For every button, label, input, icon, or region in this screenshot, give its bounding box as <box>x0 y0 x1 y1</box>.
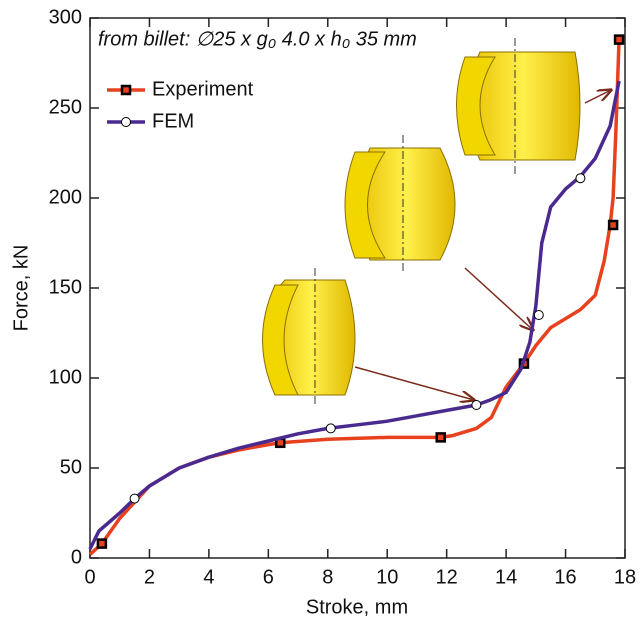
marker <box>325 423 336 434</box>
marker <box>435 432 446 443</box>
x-tick-label: 4 <box>203 566 214 588</box>
y-tick-label: 0 <box>71 546 82 568</box>
legend-marker <box>121 117 131 127</box>
marker <box>607 219 619 231</box>
annotation: from billet: ∅25 x g₀ 4.0 x h₀ 35 mm <box>98 28 417 50</box>
y-tick-label: 150 <box>49 276 82 298</box>
y-tick-label: 50 <box>60 456 82 478</box>
y-tick-label: 250 <box>49 96 82 118</box>
marker <box>96 538 108 549</box>
x-tick-label: 16 <box>554 566 576 588</box>
y-tick-label: 300 <box>49 6 82 28</box>
legend-label: FEM <box>152 110 194 132</box>
x-tick-label: 10 <box>376 566 398 588</box>
x-tick-label: 14 <box>495 566 517 588</box>
legend-marker <box>120 84 132 96</box>
x-axis-label: Stroke, mm <box>306 596 408 618</box>
y-axis-label: Force, kN <box>10 245 32 332</box>
marker <box>129 493 140 504</box>
marker <box>613 34 625 45</box>
x-tick-label: 6 <box>263 566 274 588</box>
x-tick-label: 8 <box>322 566 333 588</box>
marker <box>471 400 482 410</box>
marker <box>575 173 586 184</box>
x-tick-label: 12 <box>436 566 458 588</box>
x-tick-label: 0 <box>84 566 95 588</box>
y-tick-label: 100 <box>49 366 82 388</box>
x-tick-label: 2 <box>144 566 155 588</box>
y-tick-label: 200 <box>49 186 82 208</box>
legend-label: Experiment <box>152 78 254 100</box>
marker <box>533 310 544 320</box>
series-line <box>88 80 621 550</box>
x-tick-label: 18 <box>614 566 636 588</box>
billet-images <box>262 38 612 405</box>
